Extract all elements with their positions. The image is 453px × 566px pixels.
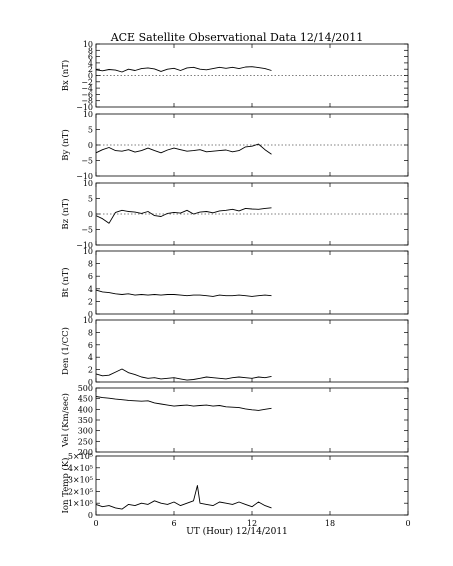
y-tick-label: 5 [88, 195, 93, 204]
panel-frame [95, 387, 409, 453]
y-tick-label: 8 [88, 46, 93, 55]
y-axis-label: Bt (nT) [60, 267, 71, 297]
y-tick-label: −10 [76, 172, 93, 181]
y-tick-label: 0 [88, 141, 93, 150]
y-tick-label: 300 [78, 427, 93, 436]
series-line [95, 368, 272, 381]
x-tick-label: 0 [93, 519, 98, 528]
y-tick-label: 0 [88, 72, 93, 81]
y-tick-label: 250 [78, 437, 93, 446]
y-tick-label: 500 [78, 384, 93, 393]
y-tick-label: 8 [88, 260, 93, 269]
x-tick-label: 12 [247, 519, 257, 528]
panel-5: 0 2 4 6 8 10 Den (1/CC) [60, 316, 409, 387]
y-axis-label: Den (1/CC) [60, 327, 71, 375]
x-tick-label: 0 [405, 519, 410, 528]
y-tick-label: −8 [81, 97, 93, 106]
y-tick-label: 4 [88, 59, 93, 68]
series-line [95, 289, 272, 297]
y-tick-label: 10 [83, 40, 93, 49]
y-tick-label: 4×10⁵ [68, 464, 93, 473]
y-tick-label: 4 [88, 285, 93, 294]
x-tick-label: 6 [171, 519, 176, 528]
panel-frame [95, 250, 409, 315]
y-tick-label: 200 [78, 448, 93, 457]
y-tick-label: 0 [88, 378, 93, 387]
y-axis-label: Vel (Km/sec) [60, 393, 71, 448]
series-line [95, 66, 272, 73]
y-tick-label: 5 [88, 126, 93, 135]
y-tick-label: 6 [88, 53, 93, 62]
y-tick-label: 3×10⁵ [68, 476, 93, 485]
y-tick-label: 10 [83, 247, 93, 256]
y-axis-label: Ion Temp (K) [60, 458, 71, 514]
y-tick-label: 350 [78, 416, 93, 425]
y-tick-label: 0 [88, 511, 93, 520]
series-line [95, 485, 272, 510]
series-line [95, 396, 272, 411]
y-tick-label: −5 [81, 226, 93, 235]
y-tick-label: 2×10⁵ [68, 487, 93, 496]
panel-frame [95, 319, 409, 383]
y-tick-label: 5×10⁵ [68, 452, 93, 461]
y-tick-label: 6 [88, 341, 93, 350]
y-tick-label: −10 [76, 103, 93, 112]
y-tick-label: 0 [88, 310, 93, 319]
y-tick-label: −2 [81, 78, 93, 87]
y-tick-label: −4 [81, 84, 93, 93]
y-axis-label: By (nT) [60, 129, 71, 161]
x-axis-label: UT (Hour) 12/14/2011 [186, 526, 288, 537]
panel-4: 0 2 4 6 8 10 Bt (nT) [60, 247, 409, 319]
series-line [95, 207, 272, 224]
y-tick-label: −5 [81, 157, 93, 166]
y-tick-label: 2 [88, 65, 93, 74]
figure-title: ACE Satellite Observational Data 12/14/2… [110, 31, 364, 44]
panel-2: −10 −5 0 5 10 By (nT) [60, 110, 409, 181]
y-axis-label: Bx (nT) [60, 60, 71, 92]
y-tick-label: 400 [78, 405, 93, 414]
y-axis-label: Bz (nT) [60, 198, 71, 229]
y-tick-label: 10 [83, 179, 93, 188]
series-line [95, 143, 272, 155]
x-tick-label: 18 [325, 519, 335, 528]
y-tick-label: 1×10⁵ [68, 499, 93, 508]
y-tick-label: 2 [88, 297, 93, 306]
y-tick-label: 450 [78, 395, 93, 404]
y-tick-label: −6 [81, 90, 93, 99]
y-tick-label: 2 [88, 366, 93, 375]
y-tick-label: 10 [83, 316, 93, 325]
y-tick-label: −10 [76, 241, 93, 250]
y-tick-label: 10 [83, 110, 93, 119]
y-tick-label: 6 [88, 272, 93, 281]
y-tick-label: 4 [88, 353, 93, 362]
y-tick-label: 0 [88, 210, 93, 219]
panel-3: −10 −5 0 5 10 Bz (nT) [60, 179, 409, 250]
y-tick-label: 8 [88, 328, 93, 337]
